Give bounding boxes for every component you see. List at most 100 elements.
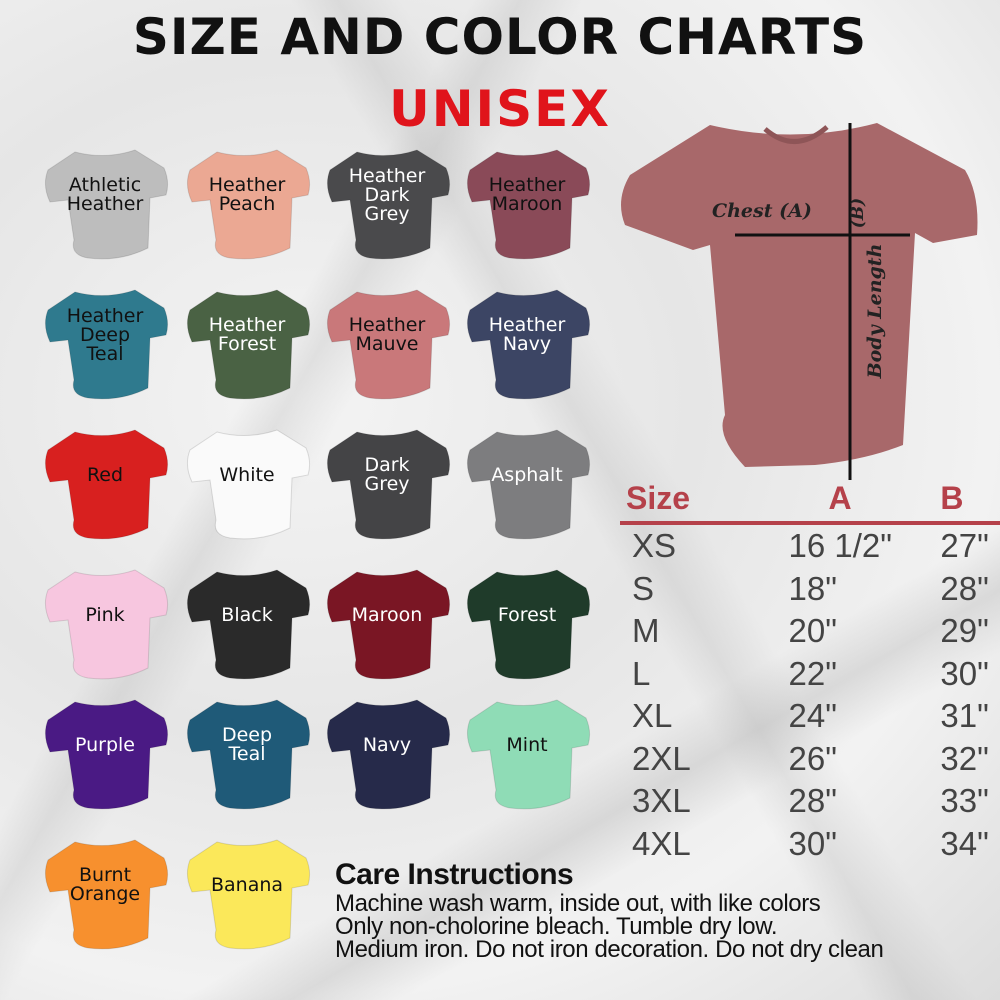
color-name: Deep Teal [182, 690, 312, 800]
tshirt-icon [44, 569, 169, 680]
tshirt-icon [44, 289, 169, 400]
color-name-line: Teal [86, 342, 124, 365]
color-name: Mint [462, 690, 592, 800]
chest-cell: 22" [788, 654, 837, 692]
color-name-line: Banana [210, 873, 284, 896]
color-name: Forest [462, 560, 592, 670]
care-line: Medium iron. Do not iron decoration. Do … [335, 936, 884, 963]
color-swatch: Mint [462, 690, 592, 820]
size-row: XS 16 1/2" 27" [620, 523, 1000, 568]
size-header: Size [620, 480, 789, 525]
chest-cell: 24" [788, 697, 837, 735]
tshirt-icon [44, 429, 169, 540]
color-swatch: Forest [462, 560, 592, 690]
color-swatch: Heather Peach [182, 140, 312, 270]
color-name-line: Heather [208, 314, 286, 336]
color-name-line: Black [221, 603, 273, 626]
b-header: B [940, 480, 1000, 525]
care-title: Care Instructions [335, 858, 574, 891]
color-name-line: Forest [217, 333, 277, 355]
color-name: White [182, 420, 312, 530]
tshirt-icon [186, 429, 311, 540]
size-row: 2XL 26" 32" [620, 738, 1000, 781]
tshirt-icon [326, 149, 451, 260]
color-name: Heather Deep Teal [40, 280, 170, 390]
color-swatch: Black [182, 560, 312, 690]
color-swatch: Deep Teal [182, 690, 312, 820]
chest-cell: 26" [788, 739, 837, 777]
color-name-line: Heather [348, 164, 426, 187]
color-name-line: Heather [488, 314, 566, 336]
color-swatch: Heather Maroon [462, 140, 592, 270]
color-swatch: Maroon [322, 560, 452, 690]
color-name-line: Purple [74, 733, 135, 756]
page-title: SIZE AND COLOR CHARTS [132, 8, 868, 66]
color-name-line: Heather [66, 304, 144, 327]
size-row: M 20" 29" [620, 610, 1000, 653]
color-swatch: Banana [182, 830, 312, 960]
size-row: XL 24" 31" [620, 695, 1000, 738]
tshirt-icon [186, 839, 311, 950]
chest-cell: 18" [788, 569, 837, 607]
color-swatch: Heather Mauve [322, 280, 452, 410]
size-row: 4XL 30" 34" [620, 823, 1000, 866]
color-name-line: Forest [497, 603, 557, 626]
color-name: Heather Peach [182, 140, 312, 250]
color-name: Red [40, 420, 170, 530]
care-line: Only non-cholorine bleach. Tumble dry lo… [335, 913, 778, 940]
color-name-line: Teal [228, 743, 266, 765]
tshirt-icon [186, 289, 311, 400]
size-row: L 22" 30" [620, 653, 1000, 696]
length-cell: 27" [940, 527, 989, 565]
color-name: Pink [40, 560, 170, 670]
color-name-line: Red [86, 463, 124, 486]
color-name: Heather Mauve [322, 280, 452, 390]
color-name-line: Mauve [355, 333, 419, 355]
color-swatch: Asphalt [462, 420, 592, 550]
color-name-line: Grey [364, 202, 410, 225]
color-name-line: Navy [502, 333, 552, 355]
color-name-line: Heather [66, 193, 144, 215]
color-swatch: Heather Forest [182, 280, 312, 410]
chest-cell: 30" [788, 824, 837, 862]
size-cell: XS [632, 527, 677, 565]
color-name-line: Heather [348, 314, 426, 336]
color-name-line: Maroon [491, 193, 563, 215]
diagram-shirt-icon [621, 123, 978, 480]
color-name-line: Burnt [78, 864, 132, 886]
length-cell: 31" [940, 697, 989, 735]
color-name: Heather Dark Grey [322, 140, 452, 250]
chest-cell: 28" [788, 782, 837, 820]
color-name-line: Maroon [351, 603, 423, 626]
tshirt-icon [186, 569, 311, 680]
color-swatch: Burnt Orange [40, 830, 170, 960]
a-header: A [788, 480, 941, 525]
size-cell: M [632, 612, 660, 650]
color-swatch: Dark Grey [322, 420, 452, 550]
color-swatch: Heather Deep Teal [40, 280, 170, 410]
tshirt-icon [326, 699, 451, 810]
size-cell: L [632, 654, 651, 692]
color-name: Maroon [322, 560, 452, 670]
length-cell: 32" [940, 739, 989, 777]
color-name-line: Dark [364, 454, 410, 476]
care-instructions: Care Instructions Machine wash warm, ins… [335, 858, 884, 963]
size-row: 3XL 28" 33" [620, 780, 1000, 823]
color-name: Heather Forest [182, 280, 312, 390]
color-name: Banana [182, 830, 312, 940]
size-table: Size A B XS 16 1/2" 27" S 18" 28" M 20" 29" L 22" 3… [620, 480, 1000, 865]
color-name-line: White [219, 463, 275, 486]
chest-cell: 20" [788, 612, 837, 650]
page-subtitle: UNISEX [389, 80, 611, 138]
color-name: Purple [40, 690, 170, 800]
body-length-label: Body Length [864, 243, 886, 379]
tshirt-icon [186, 149, 311, 260]
length-cell: 29" [940, 612, 989, 650]
tshirt-icon [186, 699, 311, 810]
size-cell: 3XL [632, 782, 691, 820]
color-name-line: Peach [218, 193, 276, 215]
care-line: Machine wash warm, inside out, with like… [335, 890, 821, 917]
size-cell: 4XL [632, 824, 691, 862]
color-name-line: Orange [69, 883, 141, 905]
color-name-line: Heather [208, 174, 286, 196]
